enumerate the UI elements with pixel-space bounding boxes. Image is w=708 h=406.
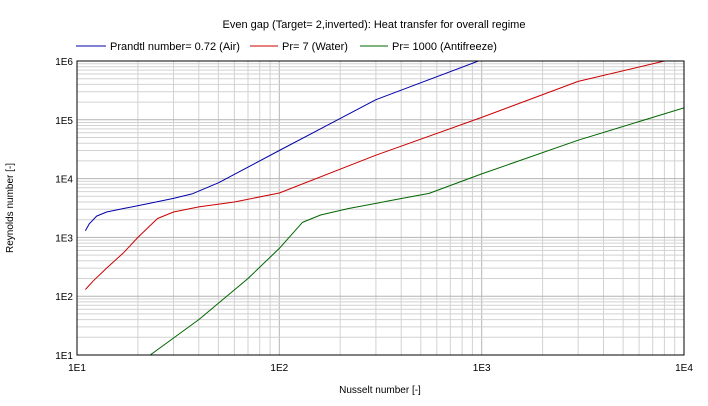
x-tick-label: 1E3 xyxy=(473,363,491,374)
y-tick-label: 1E2 xyxy=(55,292,73,303)
y-tick-label: 1E5 xyxy=(55,116,73,127)
y-tick-label: 1E1 xyxy=(55,351,73,362)
series-water-line xyxy=(85,61,665,290)
series-antifreeze-line xyxy=(149,107,684,355)
y-axis-label: Reynolds number [-] xyxy=(5,163,16,253)
legend-label-water: Pr= 7 (Water) xyxy=(282,41,348,53)
x-tick-label: 1E2 xyxy=(270,363,288,374)
grid xyxy=(77,61,684,355)
y-tick-label: 1E3 xyxy=(55,233,73,244)
plot-area xyxy=(77,61,684,355)
series-lines xyxy=(84,61,684,355)
plot-frame xyxy=(76,60,685,356)
y-tick-label: 1E6 xyxy=(55,57,73,68)
x-axis-label: Nusselt number [-] xyxy=(339,385,421,396)
legend-label-antifreeze: Pr= 1000 (Antifreeze) xyxy=(392,41,497,53)
x-tick-label: 1E1 xyxy=(68,363,86,374)
x-tick-label: 1E4 xyxy=(675,363,693,374)
x-tick-labels: 1E1 1E2 1E3 1E4 xyxy=(68,363,693,374)
chart-title: Even gap (Target= 2,inverted): Heat tran… xyxy=(223,19,526,31)
y-tick-label: 1E4 xyxy=(55,175,73,186)
series-air-line xyxy=(84,61,543,231)
legend-label-air: Prandtl number= 0.72 (Air) xyxy=(110,41,240,53)
y-tick-labels: 1E1 1E2 1E3 1E4 1E5 1E6 xyxy=(55,57,73,362)
legend: Prandtl number= 0.72 (Air) Pr= 7 (Water)… xyxy=(76,41,497,53)
